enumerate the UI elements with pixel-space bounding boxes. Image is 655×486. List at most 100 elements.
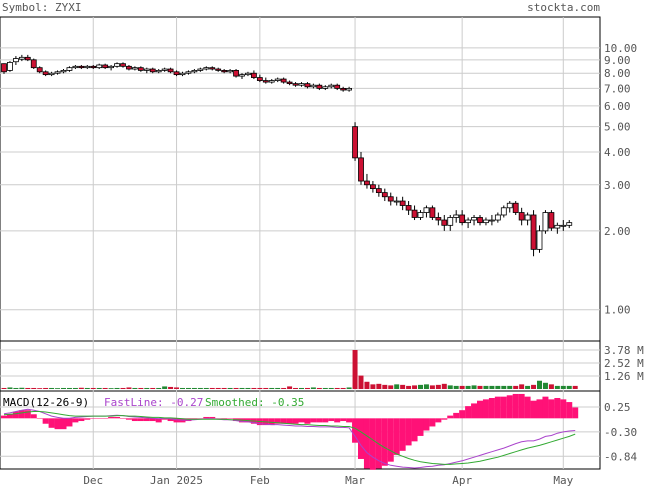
candle-body <box>471 217 477 221</box>
candle-body <box>30 59 37 69</box>
price-tick-label: 6.00 <box>604 100 631 113</box>
candle-body <box>310 84 317 88</box>
macd-series <box>1 393 579 470</box>
candle-body <box>12 58 19 63</box>
volume-bar <box>156 387 162 389</box>
macd-histogram-bar <box>560 399 567 419</box>
macd-histogram-bar <box>494 396 501 419</box>
candle-body <box>417 212 424 218</box>
volume-tick-label: 1.26 M <box>604 370 644 383</box>
candle-body <box>423 207 430 213</box>
volume-axis: 3.78 M2.52 M1.26 M <box>604 344 644 383</box>
macd-histogram-bar <box>120 418 126 419</box>
macd-histogram-bar <box>572 407 579 419</box>
candle-body <box>393 200 400 203</box>
candle-body <box>292 83 299 86</box>
volume-bar <box>61 387 66 389</box>
candle-body <box>447 217 454 226</box>
macd-histogram-bar <box>215 418 222 419</box>
candle-body <box>36 67 43 73</box>
candle-body <box>179 72 186 76</box>
macd-histogram-bar <box>54 418 61 430</box>
volume-bar <box>191 387 197 389</box>
macd-histogram-bar <box>506 395 513 419</box>
volume-bar <box>174 387 180 389</box>
candle-body <box>227 70 234 73</box>
volume-bar <box>72 387 78 389</box>
candle-body <box>54 71 61 74</box>
candle-body <box>250 72 257 78</box>
volume-bar <box>560 385 566 389</box>
price-tick-label: 2.00 <box>604 225 631 238</box>
site-label[interactable]: stockta.com <box>527 1 600 14</box>
macd-histogram-bar <box>322 418 329 423</box>
volume-bar <box>55 388 61 389</box>
volume-bar <box>334 387 340 389</box>
candle-body <box>459 214 466 224</box>
macd-histogram-bar <box>209 416 216 419</box>
macd-histogram-bar <box>512 393 519 419</box>
candle-body <box>203 67 210 70</box>
candle-body <box>387 196 394 202</box>
candle-body <box>369 184 376 190</box>
macd-histogram-bar <box>399 418 406 451</box>
date-tick-label: Apr <box>452 474 472 486</box>
candle-body <box>399 200 406 206</box>
candle-body <box>256 77 263 81</box>
volume-bar <box>19 387 25 389</box>
macd-histogram-bar <box>203 416 210 419</box>
candle-body <box>405 205 412 211</box>
volume-bar <box>7 387 13 389</box>
candle-body <box>322 86 329 89</box>
macd-histogram-bar <box>381 418 388 466</box>
candle-body <box>221 70 228 73</box>
macd-histogram-bar <box>298 418 305 423</box>
symbol-label: Symbol: ZYXI <box>2 1 81 14</box>
volume-bar <box>465 385 471 389</box>
candle-body <box>90 65 97 69</box>
macd-histogram-bar <box>18 410 25 419</box>
macd-tick-label: 0.25 <box>604 401 631 414</box>
price-tick-label: 4.00 <box>604 146 631 159</box>
volume-bar <box>388 385 394 389</box>
volume-bar <box>162 386 168 389</box>
candle-body <box>560 224 567 227</box>
candle-body <box>18 56 25 60</box>
candle-body <box>429 207 436 218</box>
volume-bar <box>459 385 465 389</box>
volume-bar <box>221 387 227 389</box>
candle-body <box>60 70 67 73</box>
macd-histogram-bar <box>536 399 543 419</box>
volume-bar <box>554 385 560 389</box>
candle-body <box>530 214 537 250</box>
macd-histogram-bar <box>488 398 495 419</box>
volume-bar <box>441 383 447 389</box>
volume-tick-label: 3.78 M <box>604 344 644 357</box>
date-axis: Dec Jan 2025 Feb Mar Apr May <box>83 474 573 486</box>
volume-bar <box>537 380 542 389</box>
candle-body <box>411 209 418 218</box>
macd-smoothed-line <box>3 411 576 465</box>
candle-body <box>114 63 120 67</box>
volume-bar <box>352 350 358 389</box>
candle-body <box>215 68 222 71</box>
macd-histogram-bar <box>459 410 466 419</box>
candle-body <box>488 219 495 222</box>
candle-body <box>155 70 162 73</box>
candle-body <box>477 217 483 224</box>
volume-bar <box>180 387 185 389</box>
macd-histogram-bar <box>548 399 555 419</box>
candle-body <box>137 67 144 71</box>
volume-bar <box>406 385 412 389</box>
volume-bar <box>501 385 507 389</box>
macd-histogram-bar <box>137 418 144 422</box>
volume-bar <box>251 387 257 389</box>
candle-body <box>274 78 281 81</box>
macd-histogram-bar <box>60 418 67 430</box>
volume-bar <box>31 387 37 389</box>
candle-body <box>66 67 73 71</box>
volume-bar <box>429 385 435 389</box>
macd-histogram-bar <box>12 411 19 419</box>
date-tick-label: Feb <box>250 474 270 486</box>
macd-histogram-bar <box>477 400 483 419</box>
